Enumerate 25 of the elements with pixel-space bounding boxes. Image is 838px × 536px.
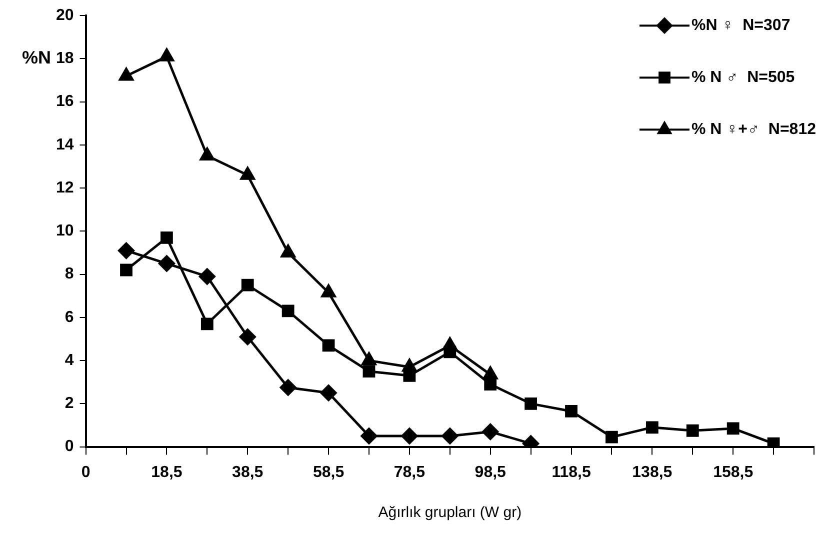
x-axis-title: Ağırlık grupları (W gr) [378,504,522,522]
x-tick-label: 18,5 [151,464,182,481]
x-tick-label: 118,5 [552,464,591,481]
y-tick-label: 16 [56,93,74,110]
x-tick-label: 98,5 [474,464,506,481]
y-tick-label: 2 [64,395,74,412]
x-tick-label: 158,5 [713,464,754,481]
legend-label: % N ♀+♂ N=812 [692,121,816,138]
y-tick-label: 6 [64,308,74,326]
legend-label: %N ♀ N=307 [692,17,790,34]
x-tick-label: 38,5 [232,464,264,481]
legend-label: % N ♂ N=505 [692,69,795,86]
y-tick-label: 4 [64,352,74,369]
x-tick-label: 58,5 [312,464,344,481]
y-tick-label: 14 [56,136,74,154]
y-axis-title: %N [22,48,52,68]
y-tick-label: 12 [56,179,74,196]
y-tick-label: 8 [64,266,74,283]
x-tick-label: 138,5 [632,464,672,481]
y-tick-label: 18 [56,50,74,68]
y-tick-label: 10 [56,222,74,240]
y-tick-label: 20 [56,7,74,24]
y-tick-label: 0 [64,438,74,456]
x-tick-label: 0 [81,464,90,481]
x-tick-label: 78,5 [394,464,426,481]
